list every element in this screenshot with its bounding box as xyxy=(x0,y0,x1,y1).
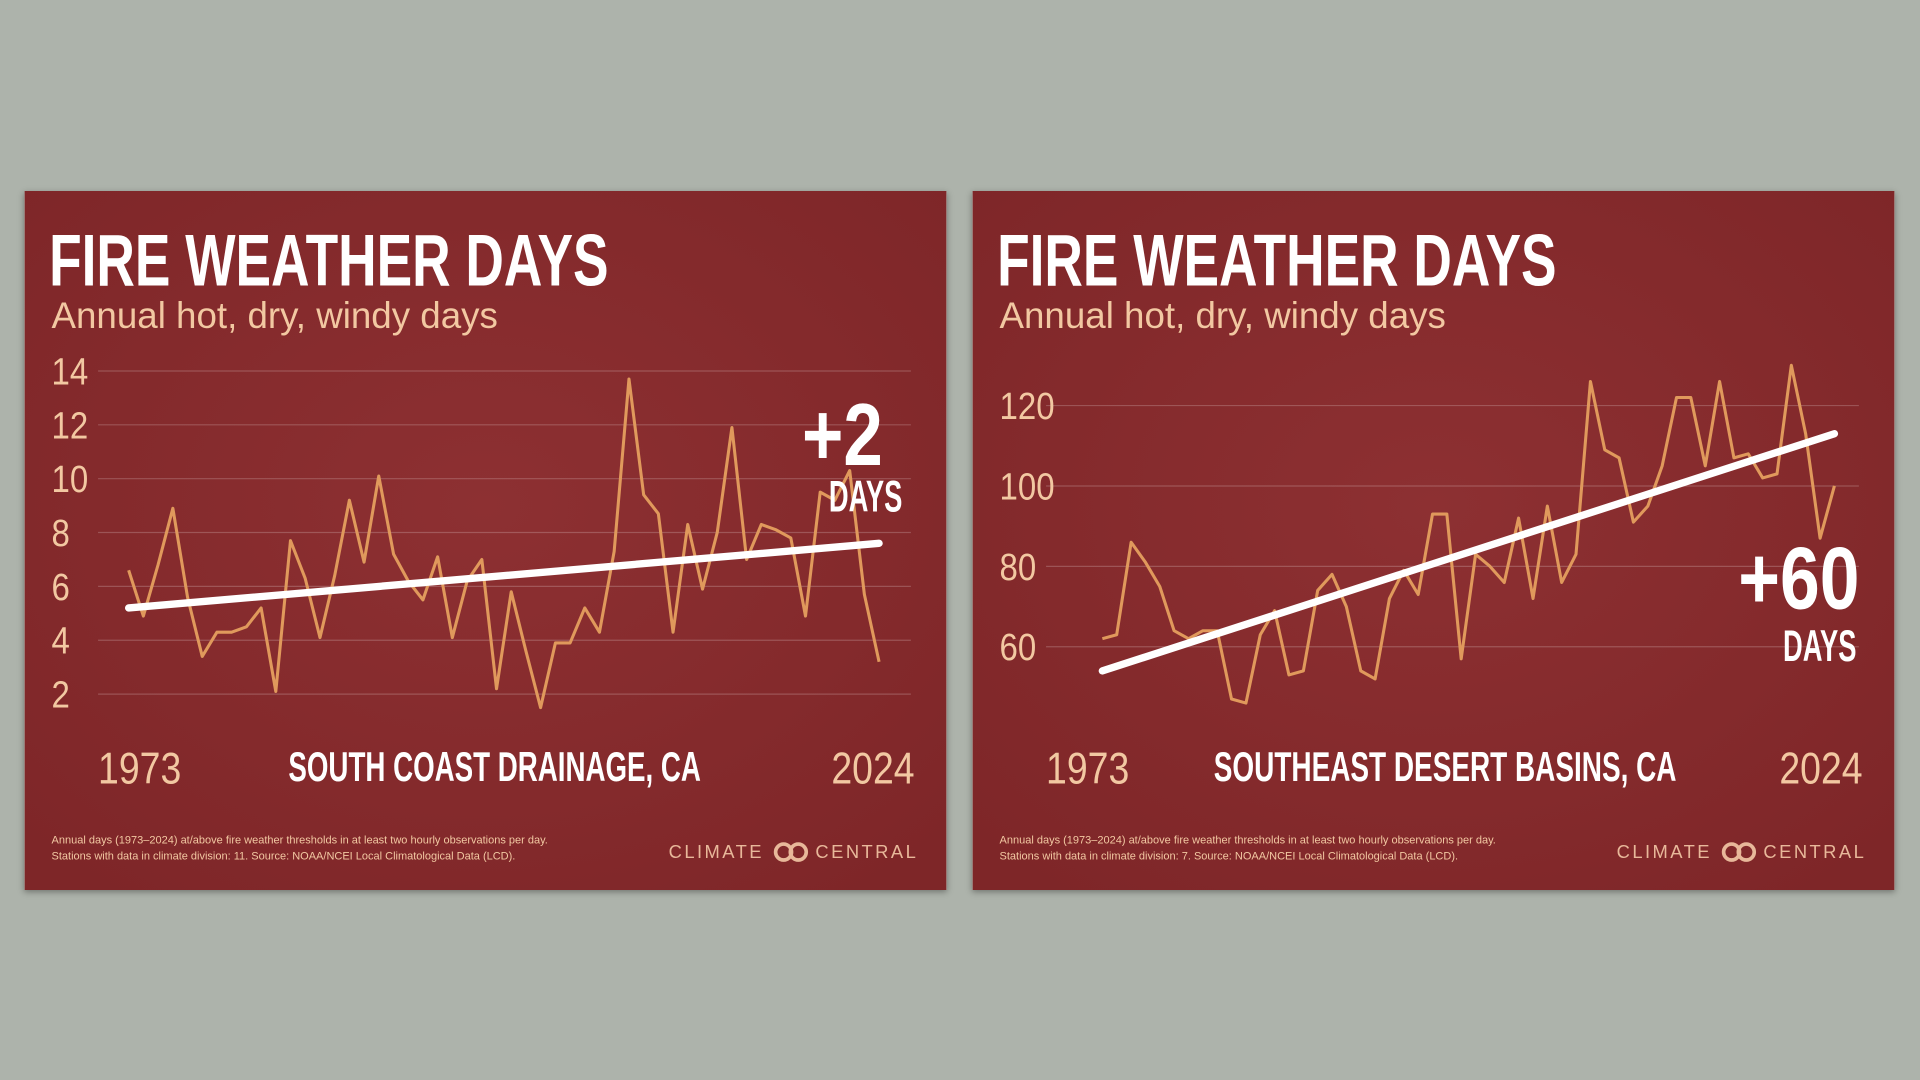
data-line xyxy=(127,377,881,710)
annotation: +2 xyxy=(802,385,883,484)
brand-right: CENTRAL xyxy=(1763,841,1866,862)
y-tick-label: 60 xyxy=(1000,627,1037,669)
x-tick-label: 1973 xyxy=(98,744,181,793)
brand-left: CLIMATE xyxy=(669,841,764,862)
x-tick-label: 1973 xyxy=(1046,744,1129,793)
annotation: +60 xyxy=(1738,528,1859,627)
annotation-unit: DAYS xyxy=(1783,622,1856,671)
trend-line xyxy=(1098,430,1839,675)
brand-left: CLIMATE xyxy=(1617,841,1712,862)
y-tick-label: 4 xyxy=(52,621,70,663)
region-label: SOUTH COAST DRAINAGE, CA xyxy=(288,743,701,790)
y-tick-label: 2 xyxy=(52,675,70,717)
data-line xyxy=(1101,363,1836,705)
footnote: Stations with data in climate division: … xyxy=(1000,850,1459,862)
y-tick-label: 14 xyxy=(52,351,89,393)
trend-line xyxy=(124,539,883,612)
brand-logo xyxy=(1736,842,1757,862)
y-tick-label: 80 xyxy=(1000,547,1037,589)
x-tick-label: 2024 xyxy=(1779,744,1862,793)
chart-title: FIRE WEATHER DAYS xyxy=(49,219,608,301)
y-tick-label: 10 xyxy=(52,459,89,501)
x-tick-label: 2024 xyxy=(831,744,914,793)
chart-subtitle: Annual hot, dry, windy days xyxy=(52,295,498,336)
region-label: SOUTHEAST DESERT BASINS, CA xyxy=(1214,743,1677,790)
footnote: Annual days (1973–2024) at/above fire we… xyxy=(52,834,548,846)
y-tick-label: 8 xyxy=(52,513,70,555)
y-tick-label: 12 xyxy=(52,405,89,447)
y-tick-label: 120 xyxy=(1000,386,1055,428)
chart-subtitle: Annual hot, dry, windy days xyxy=(1000,295,1446,336)
brand-logo xyxy=(788,842,809,862)
footnote: Annual days (1973–2024) at/above fire we… xyxy=(1000,834,1496,846)
y-tick-label: 100 xyxy=(1000,466,1055,508)
chart-title: FIRE WEATHER DAYS xyxy=(997,219,1556,301)
brand-right: CENTRAL xyxy=(815,841,918,862)
footnote: Stations with data in climate division: … xyxy=(52,850,516,862)
panel-background xyxy=(972,191,1895,890)
annotation-unit: DAYS xyxy=(829,473,902,522)
y-tick-label: 6 xyxy=(52,567,70,609)
